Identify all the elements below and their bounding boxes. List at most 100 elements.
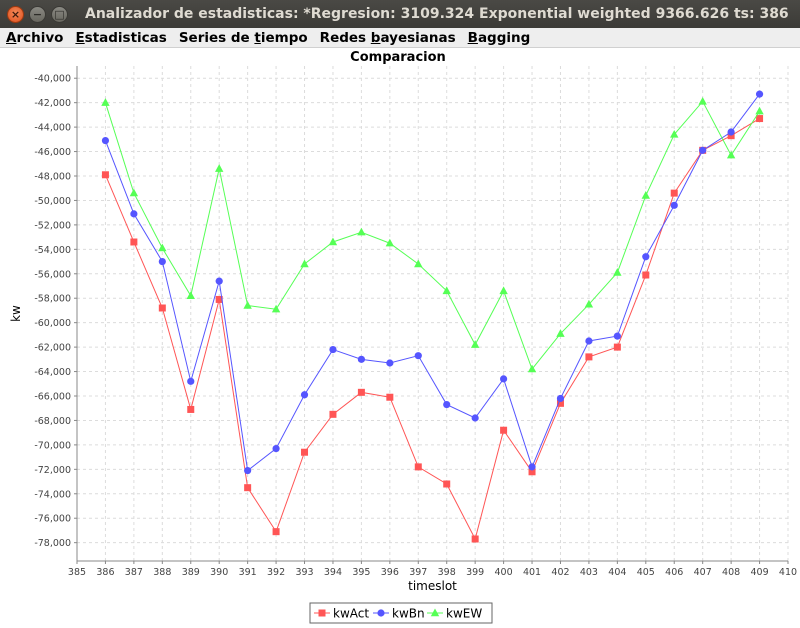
data-point-kwEW <box>215 164 224 172</box>
x-tick-label: 386 <box>96 567 114 578</box>
data-point-kwAct <box>357 388 365 396</box>
menu-bar: Archivo Estadisticas Series de tiempo Redes… <box>0 28 800 48</box>
data-point-kwAct <box>471 535 479 543</box>
x-tick-label: 402 <box>551 567 569 578</box>
y-tick-label: -48,000 <box>34 172 71 183</box>
data-point-kwEW <box>357 227 366 236</box>
series-line-kwBn <box>104 93 760 472</box>
y-tick-label: -68,000 <box>34 416 71 427</box>
x-tick-label: 405 <box>637 567 655 578</box>
close-window-button[interactable]: × <box>7 5 24 23</box>
data-point-kwAct <box>187 405 195 413</box>
data-point-kwBn <box>101 136 110 145</box>
x-axis-label: timeslot <box>408 579 457 593</box>
series-line-kwEW <box>104 100 760 371</box>
data-point-kwBn <box>329 345 337 354</box>
data-point-kwBn <box>215 277 223 285</box>
data-point-kwAct <box>386 393 394 401</box>
data-point-kwBn <box>158 257 166 266</box>
data-point-kwAct <box>756 115 764 123</box>
data-point-kwAct <box>443 480 451 488</box>
data-point-kwBn <box>272 444 280 453</box>
x-tick-label: 396 <box>381 567 399 578</box>
data-point-kwAct <box>158 304 166 312</box>
x-tick-label: 397 <box>409 567 427 578</box>
data-point-kwAct <box>272 528 280 536</box>
data-point-kwBn <box>556 394 565 403</box>
y-tick-label: -42,000 <box>34 98 71 109</box>
data-point-kwBn <box>528 463 536 471</box>
y-tick-label: -76,000 <box>34 514 71 525</box>
menu-item-bagging[interactable]: Bagging <box>467 29 531 46</box>
data-point-kwEW <box>186 291 195 299</box>
window-title: Analizador de estadisticas: *Regresion: … <box>85 6 789 22</box>
data-point-kwEW <box>101 98 110 106</box>
data-point-kwAct <box>301 448 309 456</box>
data-point-kwEW <box>527 364 537 373</box>
data-point-kwEW <box>499 286 508 295</box>
menu-item-series-de-tiempo[interactable]: Series de tiempo <box>178 29 308 46</box>
y-tick-label: -50,000 <box>34 196 71 207</box>
legend-box <box>309 602 493 624</box>
x-tick-label: 394 <box>324 567 342 578</box>
data-point-kwBn <box>500 375 508 383</box>
x-tick-label: 403 <box>580 567 598 578</box>
y-tick-label: -46,000 <box>34 147 71 158</box>
y-tick-label: -74,000 <box>34 489 71 500</box>
series-kwBn <box>101 90 764 475</box>
plot-area <box>77 66 788 561</box>
data-point-kwEW <box>670 129 679 138</box>
data-point-kwEW <box>328 237 338 246</box>
y-tick-label: -60,000 <box>34 318 71 329</box>
maximize-window-button[interactable]: □ <box>51 5 68 23</box>
legend-label-kwBn: kwBn <box>392 607 425 621</box>
data-point-kwAct <box>329 410 337 418</box>
x-tick-label: 385 <box>68 567 86 578</box>
data-point-kwBn <box>727 128 735 136</box>
data-point-kwEW <box>726 150 736 159</box>
y-tick-label: -52,000 <box>34 220 71 231</box>
data-point-kwEW <box>414 259 423 268</box>
data-point-kwAct <box>642 271 650 279</box>
legend-label-kwEW: kwEW <box>446 607 482 621</box>
series-line-kwAct <box>104 118 760 541</box>
data-point-kwEW <box>641 191 650 199</box>
data-point-kwEW <box>158 243 167 252</box>
data-point-kwAct <box>585 353 593 361</box>
y-tick-label: -64,000 <box>34 367 71 378</box>
x-tick-label: 409 <box>750 567 768 578</box>
series-kwAct <box>101 115 764 543</box>
x-tick-label: 399 <box>466 567 484 578</box>
menu-item-archivo[interactable]: Archivo <box>6 29 64 46</box>
x-tick-label: 392 <box>267 567 285 578</box>
data-point-kwBn <box>471 414 479 422</box>
legend-label-kwAct: kwAct <box>333 607 369 621</box>
window-titlebar[interactable]: × − □ Analizador de estadisticas: *Regre… <box>0 0 800 28</box>
data-point-kwBn <box>443 400 451 409</box>
x-tick-label: 387 <box>125 567 143 578</box>
series-kwEW <box>101 96 764 373</box>
grid-lines <box>76 66 789 561</box>
data-point-kwBn <box>699 146 707 154</box>
data-point-kwBn <box>357 355 365 363</box>
maximize-icon: □ <box>54 7 65 21</box>
data-point-kwAct <box>244 484 252 492</box>
close-icon: × <box>10 7 21 21</box>
minimize-window-button[interactable]: − <box>29 5 46 23</box>
data-point-kwAct <box>215 295 223 303</box>
y-tick-label: -70,000 <box>34 440 71 451</box>
x-tick-label: 391 <box>239 567 257 578</box>
y-tick-label: -56,000 <box>34 269 71 280</box>
menu-item-redes-bayesianas[interactable]: Redes bayesianas <box>319 29 456 46</box>
data-point-kwBn <box>386 359 394 367</box>
data-point-kwEW <box>584 299 594 308</box>
x-tick-label: 388 <box>153 567 171 578</box>
data-point-kwEW <box>442 286 451 295</box>
data-point-kwAct <box>727 132 735 140</box>
menu-item-estadisticas[interactable]: Estadisticas <box>75 29 167 46</box>
y-axis-label: kw <box>9 305 23 322</box>
data-point-kwEW <box>698 96 707 105</box>
data-point-kwAct <box>556 399 564 407</box>
data-point-kwEW <box>129 188 139 197</box>
data-point-kwAct <box>101 171 109 179</box>
